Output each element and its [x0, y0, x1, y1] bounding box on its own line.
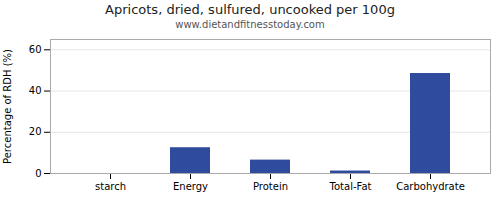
svg-text:Carbohydrate: Carbohydrate: [396, 181, 465, 192]
svg-text:Percentage of RDH (%): Percentage of RDH (%): [2, 49, 13, 164]
svg-text:Protein: Protein: [253, 181, 288, 192]
svg-text:Energy: Energy: [173, 181, 208, 192]
svg-text:40: 40: [29, 85, 42, 96]
svg-text:20: 20: [29, 126, 42, 137]
svg-text:60: 60: [29, 44, 42, 55]
html-text:Apricots, dried, sulfured, unc: Apricots, dried, sulfured, uncooked per …: [105, 2, 395, 17]
svg-text:starch: starch: [95, 181, 126, 192]
html-text:www.dietandfitnesstoday.com: www.dietandfitnesstoday.com: [175, 19, 325, 30]
svg-text:Total-Fat: Total-Fat: [329, 181, 372, 192]
svg-text:0: 0: [35, 168, 41, 179]
